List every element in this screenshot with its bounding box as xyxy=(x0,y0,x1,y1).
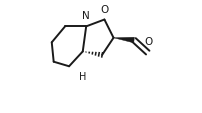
Text: O: O xyxy=(101,5,109,15)
Text: O: O xyxy=(144,37,153,47)
Text: N: N xyxy=(82,11,90,21)
Polygon shape xyxy=(114,38,134,44)
Text: H: H xyxy=(79,71,86,81)
